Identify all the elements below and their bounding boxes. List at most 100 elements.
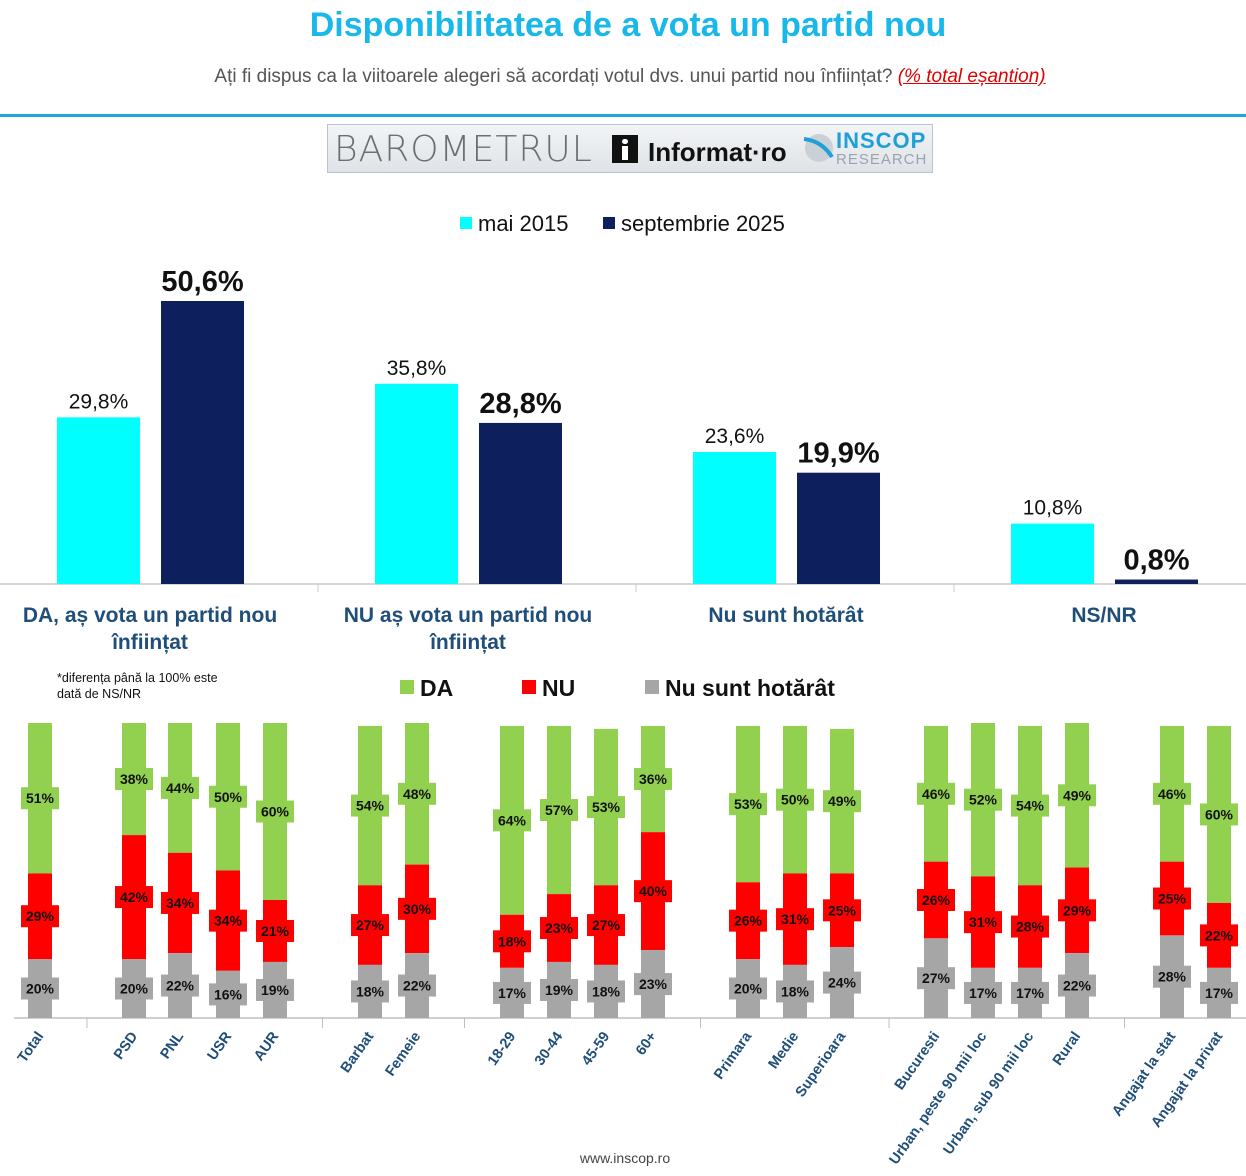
bar-sep2025-1 <box>479 422 562 584</box>
value-box-undecided <box>917 967 955 990</box>
value-label-undecided: 24% <box>828 975 857 991</box>
value-label-da: 49% <box>1063 787 1092 803</box>
value-box-undecided <box>351 980 389 1003</box>
value-label-nu: 31% <box>781 911 810 927</box>
legend-label-undecided: Nu sunt hotărât <box>665 675 835 701</box>
value-label-da: 36% <box>639 771 668 787</box>
value-label-undecided: 22% <box>1063 978 1092 994</box>
bar-sep2025-3 <box>1115 579 1198 584</box>
bar-may2015-3 <box>1011 523 1094 584</box>
legend-swatch-undecided <box>645 680 659 694</box>
value-label-nu: 34% <box>166 895 195 911</box>
value-box-da <box>634 768 672 791</box>
inscop-swoosh-icon <box>803 134 834 162</box>
value-label-nu: 26% <box>734 913 763 929</box>
stacked-bar-45-59: 53% 27% 18% <box>587 728 625 1018</box>
value-box-nu <box>917 889 955 911</box>
value-box-da <box>540 799 578 822</box>
sample-note-link[interactable]: (% total eșantion) <box>897 66 1046 87</box>
stacked-bar-Urban, sub 90 mii loc: 54% 28% 17% <box>1011 725 1049 1018</box>
value-box-nu <box>493 930 531 953</box>
value-box-nu <box>729 909 767 932</box>
value-label-nu: 18% <box>498 933 527 949</box>
value-box-nu <box>209 909 247 932</box>
value-box-da <box>917 782 955 805</box>
value-box-nu <box>1011 915 1049 938</box>
question-text: Ați fi dispus ca la viitoarele alegeri s… <box>214 66 893 87</box>
inscop-research-text: RESEARCH <box>836 151 928 168</box>
legend: mai 2015 septembrie 2025 <box>460 211 785 236</box>
value-box-da <box>1058 784 1096 807</box>
comparison-bar-chart: mai 2015 septembrie 2025 29,8% 50,6% DA, aș … <box>0 211 1246 654</box>
value-label-undecided: 22% <box>403 978 432 994</box>
value-label-da: 53% <box>592 799 621 815</box>
value-label-undecided: 17% <box>498 985 527 1001</box>
value-label-da: 46% <box>922 786 951 802</box>
value-label-undecided: 20% <box>734 981 763 997</box>
value-box-undecided <box>209 983 247 1006</box>
bar-value-label: 50,6% <box>161 266 243 298</box>
value-box-undecided <box>493 981 531 1004</box>
segment-tick-label: PNL <box>158 1029 188 1062</box>
stacked-bar-Angajat la stat: 46% 25% 28% <box>1153 725 1191 1018</box>
bar-value-label: 10,8% <box>1023 497 1083 520</box>
stacked-bar-Medie: 50% 31% 18% <box>776 725 814 1018</box>
value-box-undecided <box>634 973 672 996</box>
bar-sep2025-2 <box>797 472 880 584</box>
informat-logo-icon <box>612 135 638 163</box>
legend-swatch-nu <box>522 680 536 694</box>
stacked-bar-30-44: 57% 23% 19% <box>540 725 578 1018</box>
segment-tick-label: PSD <box>111 1029 141 1063</box>
value-box-undecided <box>964 981 1002 1004</box>
value-box-da <box>964 788 1002 811</box>
legend-label-nu: NU <box>542 675 575 701</box>
value-label-nu: 40% <box>639 883 668 899</box>
segment-tick-label: Medie <box>766 1029 803 1072</box>
value-box-undecided <box>540 978 578 1001</box>
informat-logo-text: Informat·ro <box>648 137 787 167</box>
value-label-undecided: 19% <box>261 982 290 998</box>
category-label: DA, aș vota un partid nou <box>23 604 277 627</box>
value-label-undecided: 18% <box>781 983 810 999</box>
legend-swatch-da <box>400 680 414 694</box>
stacked-bar-18-29: 64% 18% 17% <box>493 725 531 1018</box>
value-label-undecided: 28% <box>1158 969 1187 985</box>
bar-may2015-0 <box>57 417 140 584</box>
value-label-da: 50% <box>214 789 243 805</box>
page-subtitle: Ați fi dispus ca la viitoarele alegeri s… <box>0 66 1246 88</box>
value-label-da: 64% <box>498 812 527 828</box>
value-box-nu <box>21 905 59 928</box>
value-label-nu: 29% <box>1063 902 1092 918</box>
value-box-da <box>351 794 389 817</box>
stacked-bar-Superioara: 49% 25% 24% <box>823 728 861 1018</box>
stacked-bar-Barbat: 54% 27% 18% <box>351 725 389 1018</box>
value-label-undecided: 22% <box>166 978 195 994</box>
stacked-bar-Angajat la privat: 60% 22% 17% <box>1200 725 1238 1018</box>
value-box-da <box>823 790 861 813</box>
footer-url[interactable]: www.inscop.ro <box>579 1150 671 1166</box>
value-label-da: 50% <box>781 792 810 808</box>
segment-tick-label: Femeie <box>383 1029 425 1079</box>
value-label-undecided: 20% <box>26 981 55 997</box>
bar-sep2025-0 <box>161 301 244 584</box>
value-label-da: 53% <box>734 796 763 812</box>
value-box-nu <box>1200 924 1238 947</box>
value-label-undecided: 18% <box>592 983 621 999</box>
value-box-da <box>493 809 531 832</box>
stacked-legend: DA NU Nu sunt hotărât <box>400 675 835 701</box>
value-label-nu: 25% <box>828 902 857 918</box>
value-box-da <box>161 776 199 799</box>
segment-tick-label: Bucuresti <box>892 1029 943 1093</box>
barometrul-logo-text: BAROMETRUL <box>334 129 593 170</box>
bar-may2015-2 <box>693 452 776 584</box>
value-label-nu: 27% <box>356 917 385 933</box>
segment-tick-label: 60+ <box>633 1029 660 1058</box>
category-label: înființat <box>429 631 506 654</box>
value-label-da: 38% <box>120 771 149 787</box>
legend-label-sep2025: septembrie 2025 <box>621 211 785 236</box>
value-label-nu: 27% <box>592 917 621 933</box>
segment-tick-label: Total <box>15 1029 47 1066</box>
value-label-da: 44% <box>166 780 195 796</box>
stacked-bar-60+: 36% 40% 23% <box>634 725 672 1018</box>
